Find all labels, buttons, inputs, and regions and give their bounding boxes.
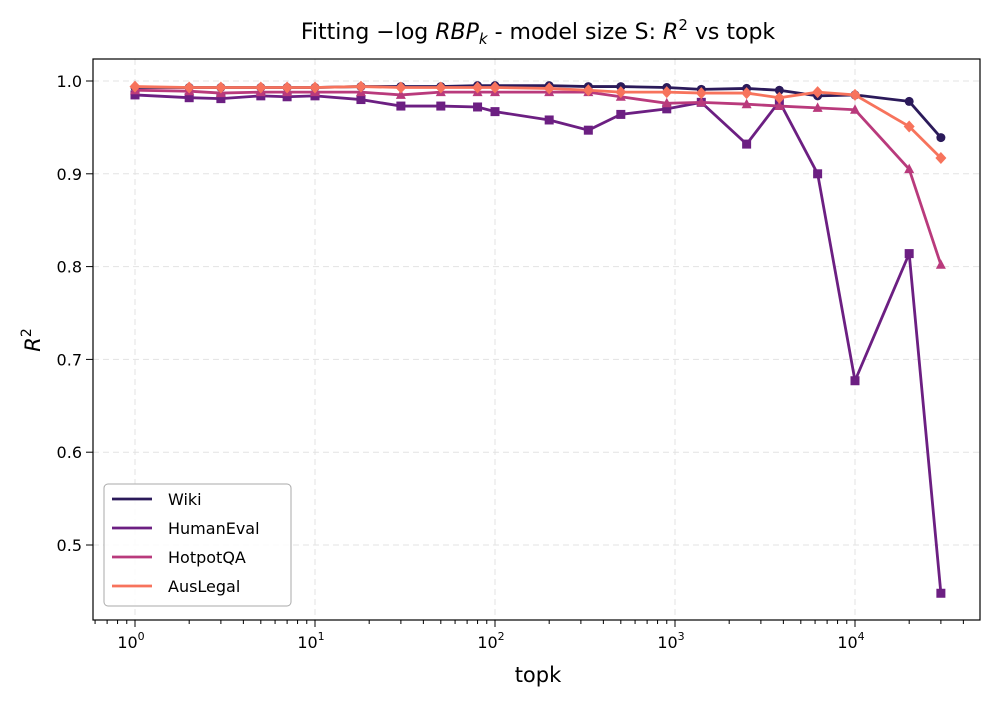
point-humaneval bbox=[850, 376, 860, 386]
point-humaneval bbox=[544, 115, 554, 125]
plot-frame bbox=[92, 58, 981, 621]
x-axis-label: topk bbox=[515, 663, 562, 687]
point-auslegal bbox=[695, 87, 707, 100]
point-hotpotqa bbox=[904, 163, 915, 174]
x-tick-label: 101 bbox=[297, 630, 324, 652]
legend-box bbox=[103, 483, 292, 607]
point-auslegal bbox=[543, 82, 555, 95]
y-tick-label: 0.9 bbox=[57, 165, 82, 184]
point-auslegal bbox=[215, 81, 227, 94]
chart-title: Fitting −log RBPk - model size S: R2 vs … bbox=[301, 16, 776, 48]
point-auslegal bbox=[255, 81, 267, 94]
point-auslegal bbox=[741, 87, 753, 100]
point-humaneval bbox=[184, 93, 194, 103]
point-auslegal bbox=[281, 81, 293, 94]
point-wiki bbox=[904, 96, 914, 106]
point-hotpotqa bbox=[395, 89, 406, 99]
point-auslegal bbox=[355, 80, 367, 93]
x-tick-label: 100 bbox=[117, 630, 144, 652]
point-humaneval bbox=[662, 104, 672, 114]
point-humaneval bbox=[356, 95, 366, 105]
point-auslegal bbox=[489, 81, 501, 94]
line-hotpotqa bbox=[134, 88, 943, 266]
series-group bbox=[129, 80, 947, 598]
legend-label-hotpotqa: HotpotQA bbox=[168, 548, 246, 567]
line-humaneval bbox=[134, 93, 943, 594]
point-humaneval bbox=[616, 109, 626, 119]
point-auslegal bbox=[812, 86, 824, 99]
series-hotpotqa bbox=[130, 84, 946, 269]
x-tick-label: 104 bbox=[837, 630, 864, 652]
point-auslegal bbox=[435, 81, 447, 94]
legend-label-humaneval: HumanEval bbox=[168, 519, 260, 538]
x-tick-label: 102 bbox=[477, 630, 504, 652]
point-wiki bbox=[936, 133, 946, 143]
point-auslegal bbox=[129, 80, 141, 93]
point-humaneval bbox=[813, 169, 823, 179]
point-auslegal bbox=[183, 81, 195, 94]
point-humaneval bbox=[473, 102, 483, 112]
point-hotpotqa bbox=[661, 97, 672, 108]
series-auslegal bbox=[129, 80, 947, 165]
point-hotpotqa bbox=[935, 259, 946, 269]
point-humaneval bbox=[396, 101, 406, 111]
point-humaneval bbox=[436, 101, 446, 111]
point-auslegal bbox=[773, 91, 785, 104]
point-auslegal bbox=[472, 81, 484, 94]
point-humaneval bbox=[216, 94, 226, 104]
y-tick-label: 0.5 bbox=[57, 536, 82, 555]
x-tick-label: 103 bbox=[657, 630, 684, 652]
point-humaneval bbox=[742, 139, 752, 149]
y-tick-label: 0.6 bbox=[57, 443, 82, 462]
point-hotpotqa bbox=[850, 104, 860, 114]
grid bbox=[93, 59, 980, 620]
axis-ticks: 100 101 102 103 104 0.5 0.6 0.7 0.8 0.9 1.0 bbox=[57, 72, 964, 652]
legend: Wiki HumanEval HotpotQA AusLegal bbox=[103, 483, 292, 607]
point-humaneval bbox=[282, 92, 292, 102]
point-auslegal bbox=[661, 86, 673, 99]
legend-label-auslegal: AusLegal bbox=[168, 577, 240, 596]
point-hotpotqa bbox=[774, 100, 785, 111]
point-humaneval bbox=[904, 249, 914, 259]
legend-label-wiki: Wiki bbox=[168, 490, 202, 509]
point-humaneval bbox=[583, 125, 593, 135]
y-tick-label: 0.8 bbox=[57, 258, 82, 277]
point-auslegal bbox=[935, 152, 947, 165]
series-wiki bbox=[130, 81, 946, 143]
y-tick-label: 1.0 bbox=[57, 72, 82, 91]
point-humaneval bbox=[490, 107, 500, 117]
point-auslegal bbox=[849, 88, 861, 101]
point-humaneval bbox=[936, 588, 946, 598]
y-tick-label: 0.7 bbox=[57, 350, 82, 369]
point-hotpotqa bbox=[696, 96, 707, 107]
y-axis-label: R2 bbox=[19, 328, 45, 352]
point-wiki bbox=[774, 85, 784, 95]
point-auslegal bbox=[395, 81, 407, 94]
point-humaneval bbox=[130, 90, 140, 100]
line-auslegal bbox=[134, 85, 942, 160]
point-auslegal bbox=[582, 84, 594, 97]
point-auslegal bbox=[309, 81, 321, 94]
point-hotpotqa bbox=[812, 102, 823, 112]
point-auslegal bbox=[615, 86, 627, 99]
point-auslegal bbox=[903, 120, 915, 133]
point-hotpotqa bbox=[741, 98, 752, 109]
